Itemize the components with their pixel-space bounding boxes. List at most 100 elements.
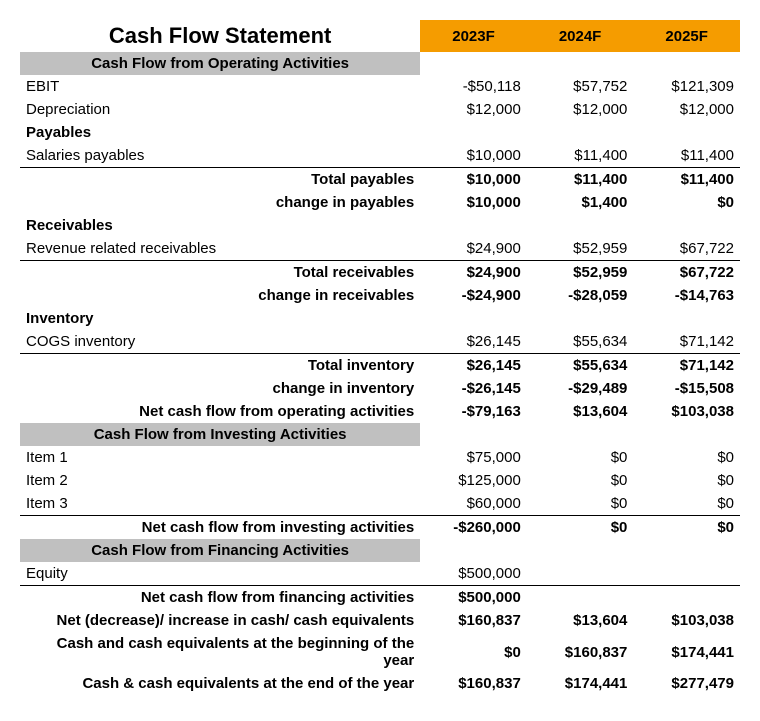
val-0: $26,145 xyxy=(420,354,527,378)
val-2 xyxy=(633,586,740,610)
row-item3: Item 3 $60,000 $0 $0 xyxy=(20,492,740,516)
val-1: $57,752 xyxy=(527,75,634,98)
val-0: $500,000 xyxy=(420,586,527,610)
val-2: $0 xyxy=(633,492,740,516)
row-total-inventory: Total inventory $26,145 $55,634 $71,142 xyxy=(20,354,740,378)
section-operating-label: Cash Flow from Operating Activities xyxy=(20,52,420,75)
val-1: -$28,059 xyxy=(527,284,634,307)
val-2: $0 xyxy=(633,191,740,214)
val-1: $13,604 xyxy=(527,400,634,423)
val-2: -$15,508 xyxy=(633,377,740,400)
val-1: $55,634 xyxy=(527,330,634,354)
label: Inventory xyxy=(20,307,420,330)
section-financing: Cash Flow from Financing Activities xyxy=(20,539,740,562)
label: Net cash flow from financing activities xyxy=(20,586,420,610)
row-cash-begin: Cash and cash equivalents at the beginni… xyxy=(20,632,740,672)
label: Revenue related receivables xyxy=(20,237,420,261)
label: change in inventory xyxy=(20,377,420,400)
val-2: $174,441 xyxy=(633,632,740,672)
row-net-operating: Net cash flow from operating activities … xyxy=(20,400,740,423)
row-item1: Item 1 $75,000 $0 $0 xyxy=(20,446,740,469)
label: Total payables xyxy=(20,168,420,192)
val-1: $0 xyxy=(527,469,634,492)
statement-title: Cash Flow Statement xyxy=(20,20,420,52)
year-header-1: 2024F xyxy=(527,20,634,52)
val-0: -$26,145 xyxy=(420,377,527,400)
label: COGS inventory xyxy=(20,330,420,354)
val-0: $10,000 xyxy=(420,168,527,192)
label: EBIT xyxy=(20,75,420,98)
val-0: $12,000 xyxy=(420,98,527,121)
val-1: $0 xyxy=(527,446,634,469)
val-2: -$14,763 xyxy=(633,284,740,307)
label: Total receivables xyxy=(20,261,420,285)
val-0: -$260,000 xyxy=(420,516,527,540)
val-2: $103,038 xyxy=(633,400,740,423)
label: Payables xyxy=(20,121,420,144)
row-cash-end: Cash & cash equivalents at the end of th… xyxy=(20,672,740,695)
val-2 xyxy=(633,562,740,586)
label: change in receivables xyxy=(20,284,420,307)
section-investing: Cash Flow from Investing Activities xyxy=(20,423,740,446)
label: change in payables xyxy=(20,191,420,214)
val-1: $55,634 xyxy=(527,354,634,378)
row-change-inventory: change in inventory -$26,145 -$29,489 -$… xyxy=(20,377,740,400)
val-0: $500,000 xyxy=(420,562,527,586)
val-1: $11,400 xyxy=(527,144,634,168)
val-1 xyxy=(527,586,634,610)
label: Cash and cash equivalents at the beginni… xyxy=(20,632,420,672)
val-0: $75,000 xyxy=(420,446,527,469)
row-salaries-payables: Salaries payables $10,000 $11,400 $11,40… xyxy=(20,144,740,168)
val-2: $12,000 xyxy=(633,98,740,121)
val-2: $67,722 xyxy=(633,261,740,285)
val-2: $0 xyxy=(633,469,740,492)
val-0: $26,145 xyxy=(420,330,527,354)
val-1: $0 xyxy=(527,516,634,540)
row-change-receivables: change in receivables -$24,900 -$28,059 … xyxy=(20,284,740,307)
label: Item 1 xyxy=(20,446,420,469)
label: Cash & cash equivalents at the end of th… xyxy=(20,672,420,695)
label: Net cash flow from operating activities xyxy=(20,400,420,423)
label: Net (decrease)/ increase in cash/ cash e… xyxy=(20,609,420,632)
val-2: $67,722 xyxy=(633,237,740,261)
section-investing-label: Cash Flow from Investing Activities xyxy=(20,423,420,446)
val-1: -$29,489 xyxy=(527,377,634,400)
year-header-2: 2025F xyxy=(633,20,740,52)
val-0: $160,837 xyxy=(420,672,527,695)
val-1: $174,441 xyxy=(527,672,634,695)
val-2: $277,479 xyxy=(633,672,740,695)
header-row: Cash Flow Statement 2023F 2024F 2025F xyxy=(20,20,740,52)
val-2: $71,142 xyxy=(633,330,740,354)
val-1 xyxy=(527,562,634,586)
val-0: $160,837 xyxy=(420,609,527,632)
val-1: $13,604 xyxy=(527,609,634,632)
val-1: $11,400 xyxy=(527,168,634,192)
label: Receivables xyxy=(20,214,420,237)
cash-flow-statement-table: Cash Flow Statement 2023F 2024F 2025F Ca… xyxy=(20,20,740,695)
val-1: $52,959 xyxy=(527,237,634,261)
label: Item 3 xyxy=(20,492,420,516)
val-0: $24,900 xyxy=(420,237,527,261)
val-0: $10,000 xyxy=(420,144,527,168)
val-1: $1,400 xyxy=(527,191,634,214)
val-2: $0 xyxy=(633,446,740,469)
val-0: -$79,163 xyxy=(420,400,527,423)
val-2: $121,309 xyxy=(633,75,740,98)
row-cogs-inventory: COGS inventory $26,145 $55,634 $71,142 xyxy=(20,330,740,354)
val-2: $11,400 xyxy=(633,168,740,192)
row-total-payables: Total payables $10,000 $11,400 $11,400 xyxy=(20,168,740,192)
val-0: $10,000 xyxy=(420,191,527,214)
val-0: $125,000 xyxy=(420,469,527,492)
row-change-payables: change in payables $10,000 $1,400 $0 xyxy=(20,191,740,214)
val-2: $0 xyxy=(633,516,740,540)
val-0: $60,000 xyxy=(420,492,527,516)
row-ebit: EBIT -$50,118 $57,752 $121,309 xyxy=(20,75,740,98)
section-financing-label: Cash Flow from Financing Activities xyxy=(20,539,420,562)
row-net-financing: Net cash flow from financing activities … xyxy=(20,586,740,610)
year-header-0: 2023F xyxy=(420,20,527,52)
val-1: $52,959 xyxy=(527,261,634,285)
label: Item 2 xyxy=(20,469,420,492)
label: Total inventory xyxy=(20,354,420,378)
val-2: $103,038 xyxy=(633,609,740,632)
val-0: -$50,118 xyxy=(420,75,527,98)
